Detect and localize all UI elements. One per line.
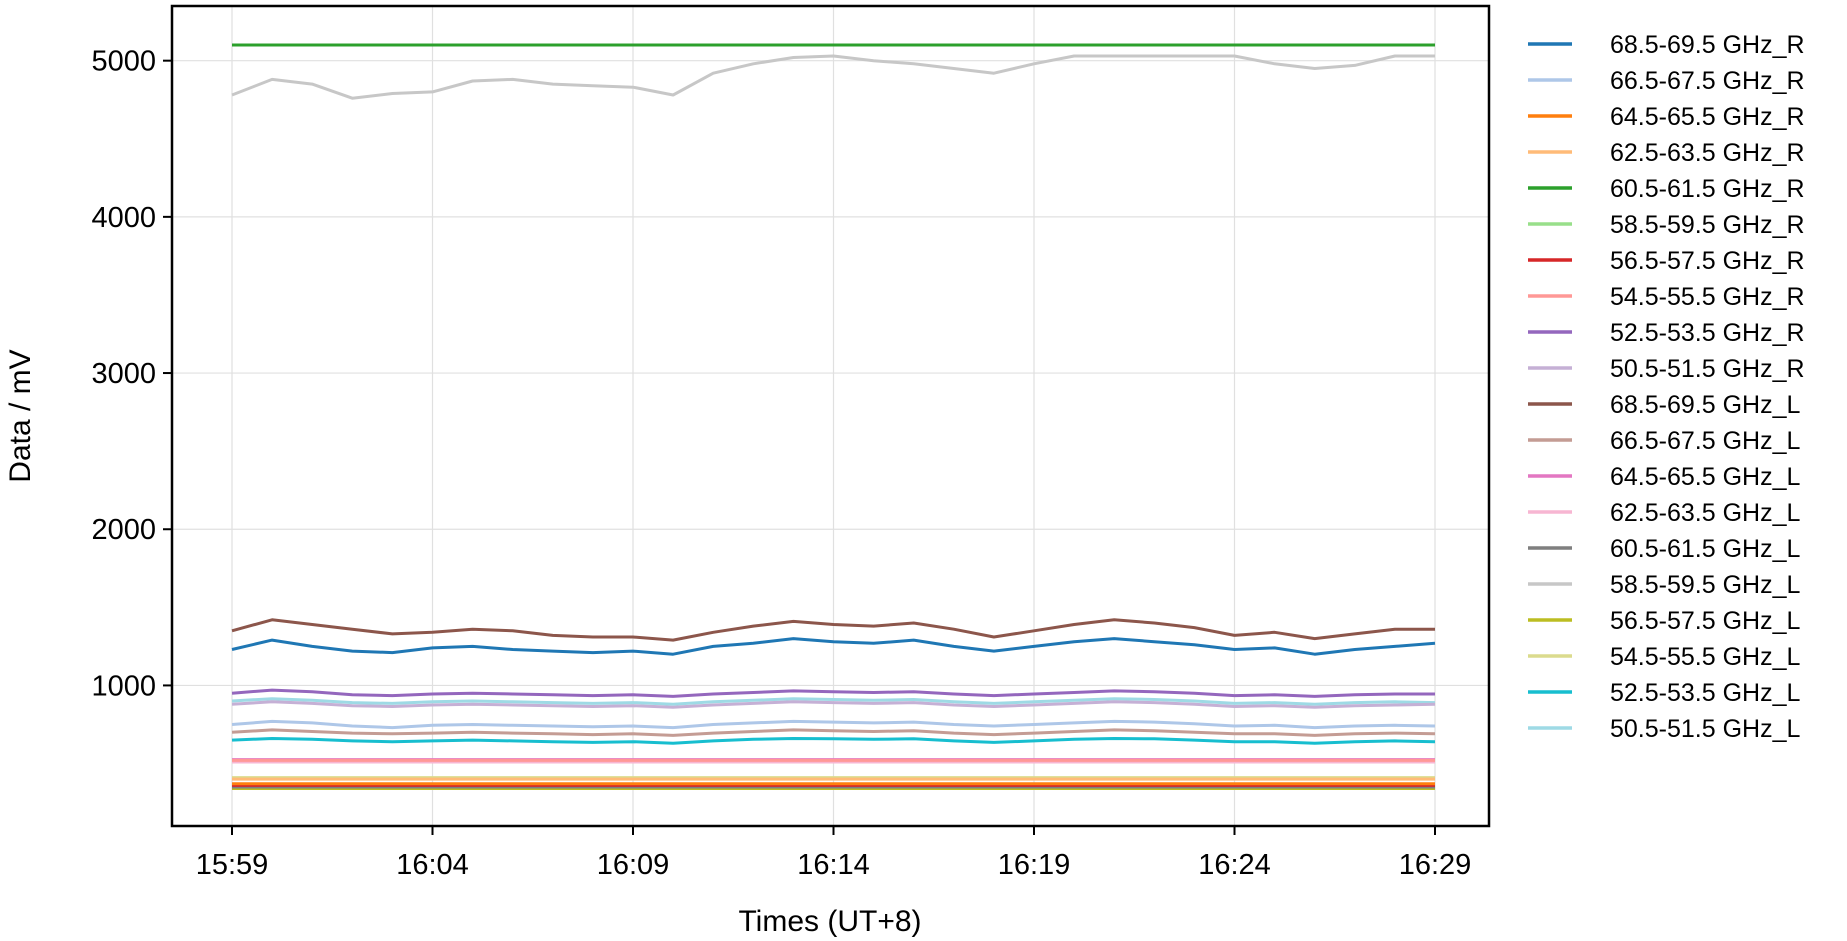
legend-label: 68.5-69.5 GHz_L xyxy=(1610,391,1800,419)
series-line-68-5-69-5-ghz-r xyxy=(231,637,1436,656)
series-line-50-5-51-5-ghz-r xyxy=(231,700,1436,709)
legend-label: 54.5-55.5 GHz_L xyxy=(1610,643,1800,671)
legend-label: 50.5-51.5 GHz_R xyxy=(1610,355,1805,383)
legend-label: 62.5-63.5 GHz_L xyxy=(1610,499,1800,527)
legend-label: 64.5-65.5 GHz_R xyxy=(1610,103,1805,131)
y-tick-label: 3000 xyxy=(91,358,156,390)
x-tick-label: 16:29 xyxy=(1399,849,1472,881)
x-tick-label: 15:59 xyxy=(196,849,269,881)
legend-label: 66.5-67.5 GHz_R xyxy=(1610,67,1805,95)
legend-label: 52.5-53.5 GHz_L xyxy=(1610,679,1800,707)
legend-label: 54.5-55.5 GHz_R xyxy=(1610,283,1805,311)
legend-label: 64.5-65.5 GHz_L xyxy=(1610,463,1800,491)
grid xyxy=(172,6,1489,826)
x-tick-label: 16:14 xyxy=(797,849,870,881)
series-line-66-5-67-5-ghz-l xyxy=(231,728,1436,737)
plot-frame xyxy=(170,4,1491,828)
legend-label: 66.5-67.5 GHz_L xyxy=(1610,427,1800,455)
x-tick-label: 16:19 xyxy=(998,849,1071,881)
series-line-52-5-53-5-ghz-r xyxy=(231,688,1435,698)
y-tick-label: 5000 xyxy=(91,46,156,78)
legend-label: 56.5-57.5 GHz_L xyxy=(1610,607,1800,635)
y-tick-label: 1000 xyxy=(91,670,156,702)
legend-label: 56.5-57.5 GHz_R xyxy=(1610,247,1805,275)
series-line-68-5-69-5-ghz-l xyxy=(231,618,1435,642)
legend-label: 52.5-53.5 GHz_R xyxy=(1610,319,1805,347)
legend-label: 60.5-61.5 GHz_R xyxy=(1610,175,1805,203)
legend-label: 58.5-59.5 GHz_L xyxy=(1610,571,1800,599)
series-line-50-5-51-5-ghz-l xyxy=(231,697,1436,706)
series-line-52-5-53-5-ghz-l xyxy=(231,737,1436,745)
legend-label: 68.5-69.5 GHz_R xyxy=(1610,31,1805,59)
x-axis-ticks: 15:59 16:04 16:09 16:14 16:19 16:24 16:29 xyxy=(196,826,1472,881)
y-axis-ticks: 1000 2000 3000 4000 5000 xyxy=(91,46,172,702)
series-line-58-5-59-5-ghz-l xyxy=(231,54,1435,100)
y-tick-label: 4000 xyxy=(91,202,156,234)
legend-label: 62.5-63.5 GHz_R xyxy=(1610,139,1805,167)
y-tick-label: 2000 xyxy=(91,514,156,546)
x-tick-label: 16:09 xyxy=(597,849,670,881)
plot-lines xyxy=(231,43,1436,790)
legend: 68.5-69.5 GHz_R 66.5-67.5 GHz_R 64.5-65.5 … xyxy=(1528,31,1805,743)
y-axis-label: Data / mV xyxy=(4,349,37,482)
x-tick-label: 16:24 xyxy=(1198,849,1271,881)
x-axis-label: Times (UT+8) xyxy=(738,905,921,938)
legend-label: 58.5-59.5 GHz_R xyxy=(1610,211,1805,239)
series-line-66-5-67-5-ghz-r xyxy=(231,719,1436,730)
x-tick-label: 16:04 xyxy=(396,849,469,881)
legend-label: 60.5-61.5 GHz_L xyxy=(1610,535,1800,563)
legend-label: 50.5-51.5 GHz_L xyxy=(1610,715,1800,743)
